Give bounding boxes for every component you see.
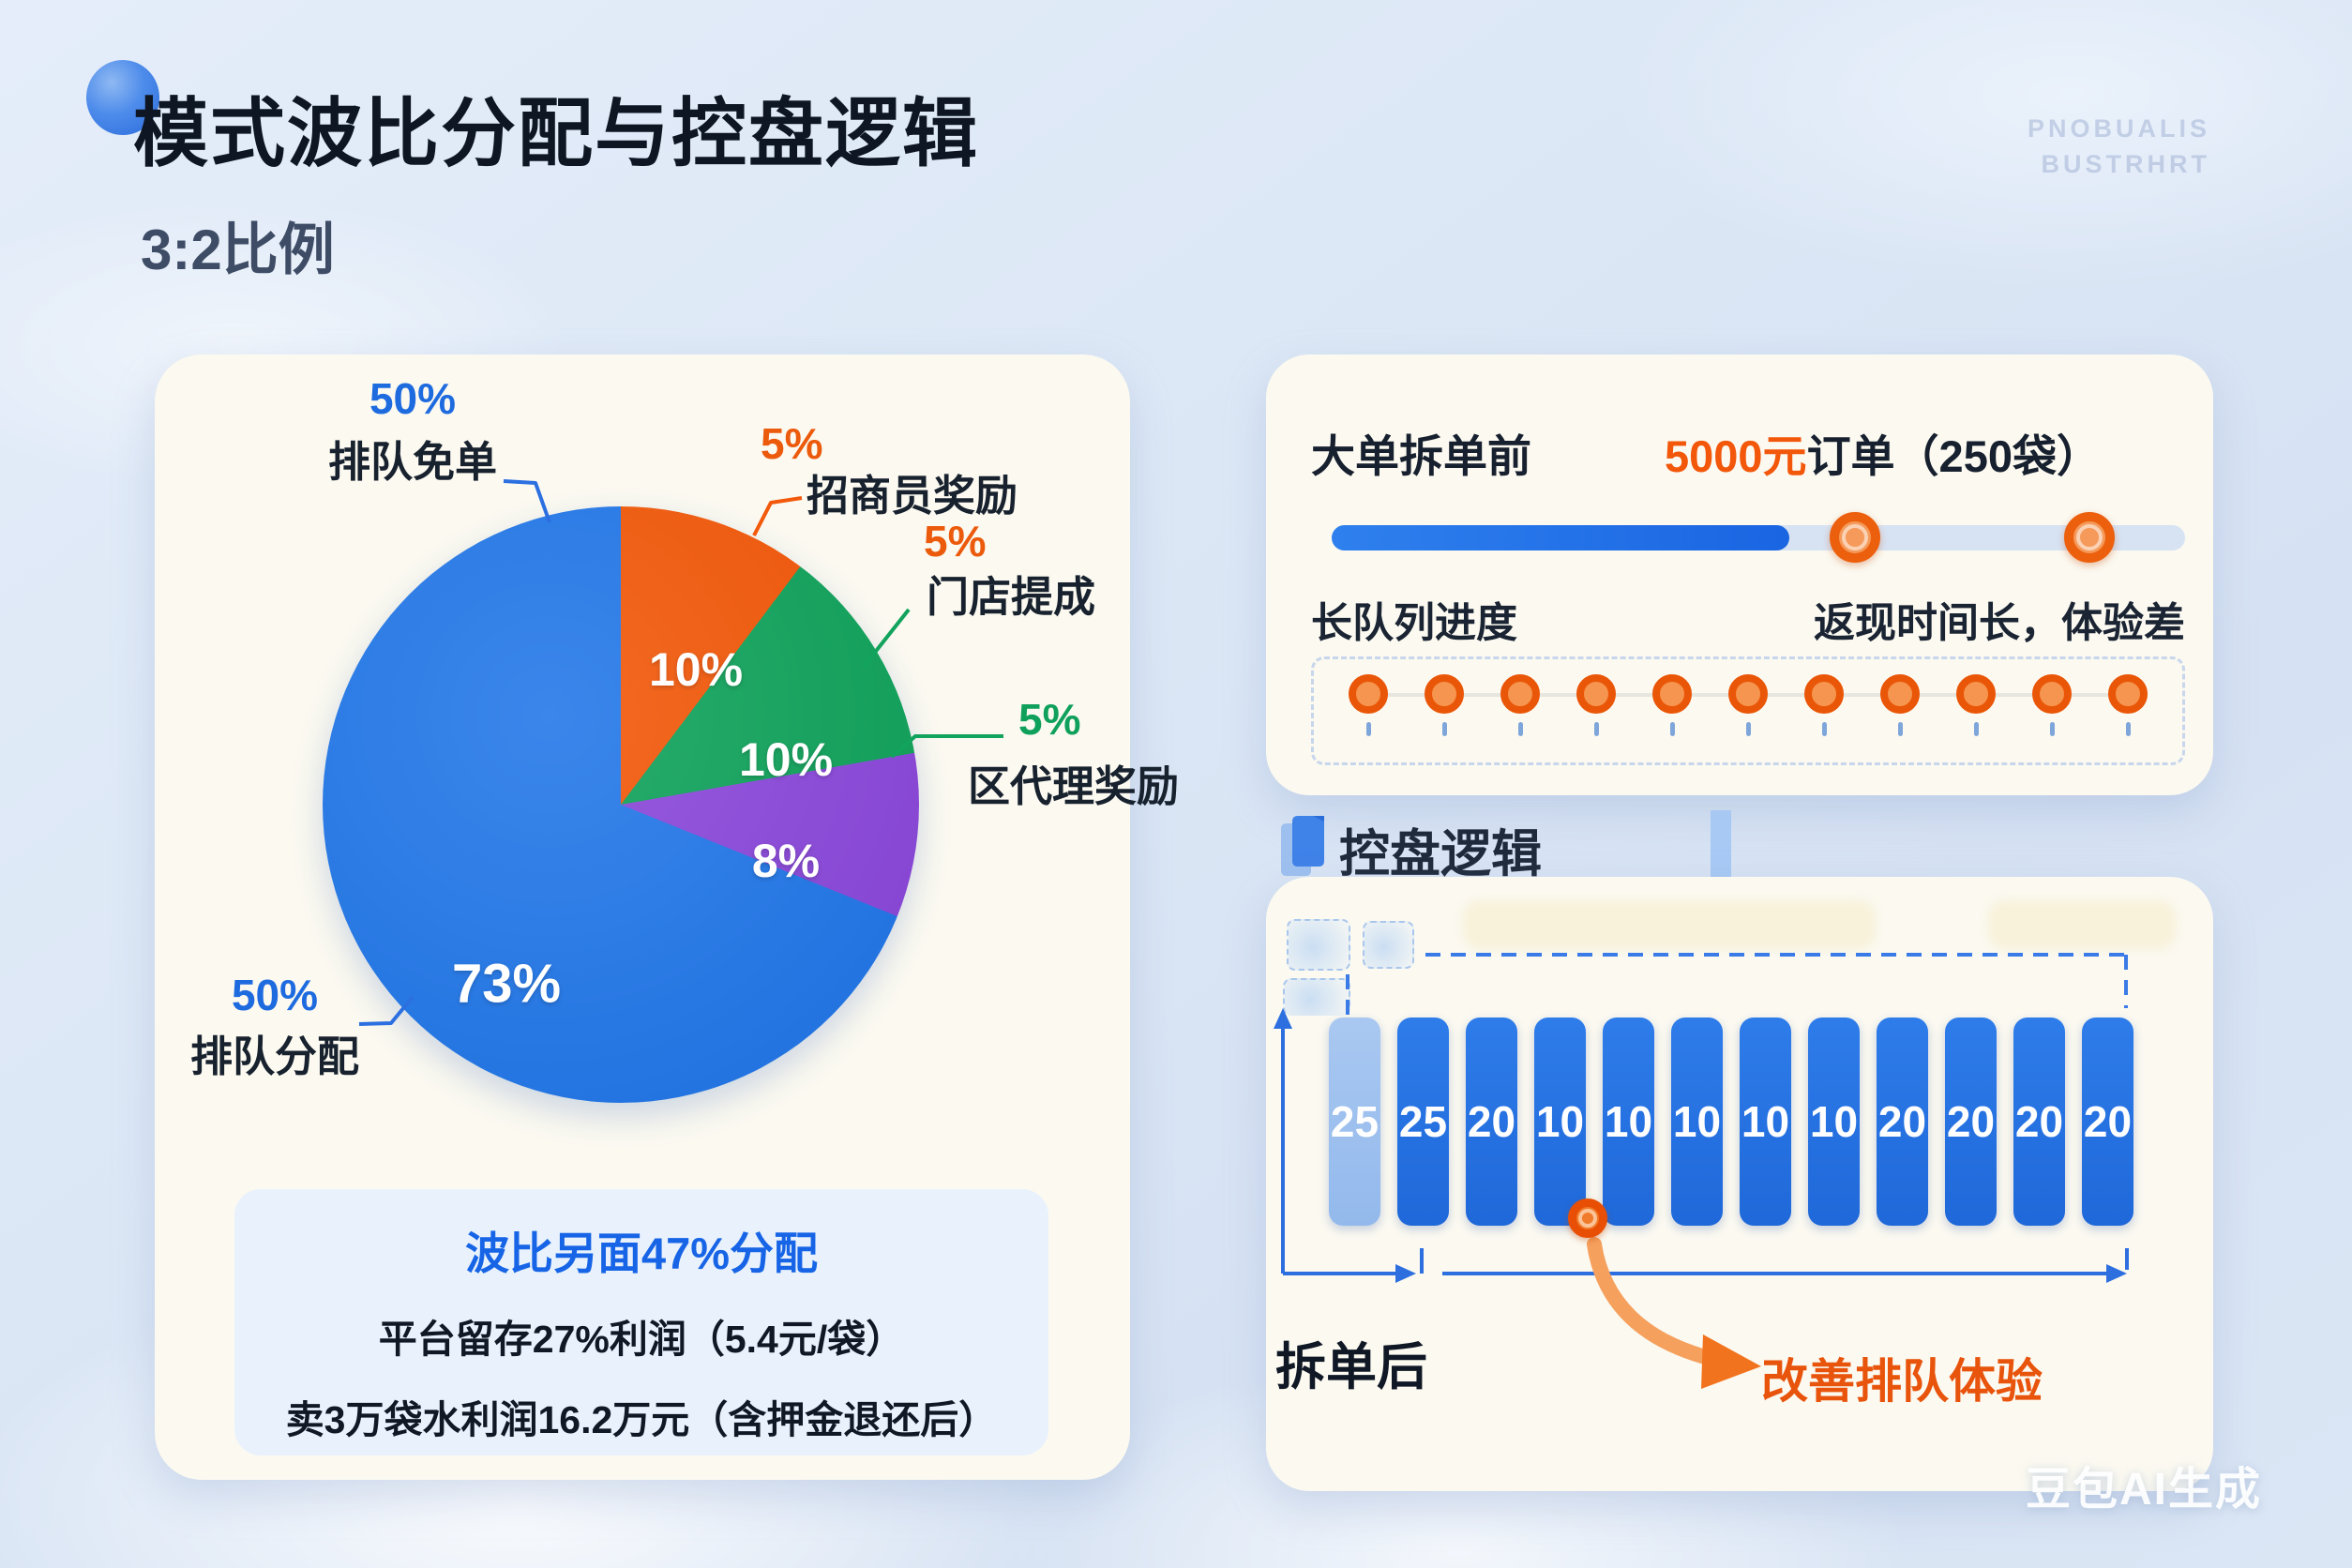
queue-dot-item	[1576, 674, 1617, 736]
queue-bar: 20	[2013, 1018, 2065, 1226]
queue-dot-item	[1727, 674, 1769, 736]
order-label: 5000元订单（250袋）	[1665, 420, 2101, 485]
control-logic-header: 控盘逻辑	[1339, 826, 1542, 882]
callout-agent-percent: 5%	[1018, 695, 1081, 744]
queue-dot-tick	[1973, 722, 1979, 736]
queue-dot-tick	[1897, 722, 1903, 736]
queue-dots-row	[1348, 674, 2148, 736]
corner-watermark: PNOBUALIS BUSTRHRT	[2028, 111, 2210, 182]
callout-recruiter-name: 招商员奖励	[807, 472, 1018, 520]
summary-card: 波比另面47%分配 平台留存27%利润（5.4元/袋） 卖3万袋水利润16.2万…	[234, 1189, 1048, 1455]
queue-dot-icon	[1652, 674, 1692, 714]
order-amount: 5000元	[1665, 431, 1807, 481]
queue-dot-tick	[1745, 722, 1751, 736]
queue-dot-tick	[1441, 722, 1447, 736]
queue-dot-item	[1651, 674, 1693, 736]
ghost-icon-3	[1283, 978, 1350, 1016]
title-accent-dot-icon	[86, 60, 159, 135]
pie-slice-label-purple: 8%	[751, 835, 821, 887]
queue-progress-slider[interactable]	[1332, 512, 2185, 563]
callout-store-percent: 5%	[924, 517, 987, 565]
summary-title: 波比另面47%分配	[464, 1229, 819, 1278]
queue-dot-tick	[1821, 722, 1827, 736]
page-title: 模式波比分配与控盘逻辑	[133, 92, 979, 175]
queue-bar: 10	[1534, 1018, 1586, 1226]
queue-dot-item	[2031, 674, 2073, 736]
queue-bars: 25 25 20 10 10 10 10 10 20 20 20 20	[1329, 1018, 2133, 1226]
queue-dot-tick	[1669, 722, 1675, 736]
post-split-panel: 25 25 20 10 10 10 10 10 20 20 20 20 拆单后 改善排队体验	[1266, 877, 2213, 1491]
queue-dot-item	[1424, 674, 1465, 736]
split-point-marker-icon	[1568, 1199, 1607, 1238]
caption-cashback-slow: 返现时间长，体验差	[1814, 600, 2185, 646]
pie-panel: 10% 10% 8% 73% 50% 排队免单 5% 招商员奖励 5% 门店提成…	[155, 354, 1179, 1480]
page-subtitle: 3:2比例	[141, 219, 335, 281]
queue-dot-item	[1879, 674, 1921, 736]
pie-chart	[323, 506, 919, 1103]
queue-dot-tick	[2049, 722, 2055, 736]
queue-bar: 20	[1877, 1018, 1928, 1226]
pie-slice-label-green: 10%	[738, 733, 834, 786]
caption-queue-progress: 长队列进度	[1311, 600, 1517, 646]
queue-dot-icon	[1576, 674, 1616, 714]
queue-dot-icon	[1804, 674, 1844, 714]
queue-dot-tick	[2125, 722, 2131, 736]
queue-dot-item	[1803, 674, 1845, 736]
pre-split-panel: 大单拆单前 5000元订单（250袋） 长队列进度 返现时间长，体验差	[1266, 354, 2213, 795]
queue-bar: 20	[1945, 1018, 1997, 1226]
pie-slice-label-orange: 10%	[648, 643, 744, 696]
ghost-blob-2	[1988, 900, 2176, 949]
ghost-blob-1	[1463, 900, 1876, 949]
ghost-icon-2	[1363, 921, 1414, 969]
queue-dot-tick	[1517, 722, 1523, 736]
queue-dot-icon	[1956, 674, 1996, 714]
queue-dots-box	[1311, 656, 2185, 765]
callout-recruiter-percent: 5%	[761, 419, 823, 468]
slider-fill	[1332, 525, 1789, 550]
corner-watermark-line1: PNOBUALIS	[2027, 114, 2210, 143]
queue-dot-icon	[1349, 674, 1388, 714]
queue-dot-item	[1348, 674, 1389, 736]
callout-queue-free-percent: 50%	[369, 374, 457, 423]
summary-line1: 平台留存27%利润（5.4元/袋）	[378, 1318, 905, 1361]
queue-dot-item	[1500, 674, 1541, 736]
queue-dot-tick	[1365, 722, 1371, 736]
queue-dot-icon	[1425, 674, 1464, 714]
queue-bar: 25	[1397, 1018, 1449, 1226]
label-after-split: 拆单后	[1275, 1339, 1427, 1395]
slider-knob-1[interactable]	[1830, 512, 1880, 563]
queue-dot-icon	[2108, 674, 2148, 714]
order-rest: 订单（250袋）	[1806, 431, 2101, 481]
queue-bar: 20	[2082, 1018, 2133, 1226]
queue-dot-item	[2107, 674, 2148, 736]
queue-dot-tick	[1593, 722, 1599, 736]
callout-queue-free-name: 排队免单	[327, 438, 497, 486]
pre-split-title: 大单拆单前	[1311, 431, 1531, 481]
ghost-icon-1	[1287, 919, 1350, 971]
callout-store-name: 门店提成	[927, 573, 1096, 621]
queue-dot-item	[1955, 674, 1997, 736]
document-icon	[1281, 816, 1324, 876]
queue-dot-icon	[1500, 674, 1540, 714]
callout-queue-alloc-percent: 50%	[231, 971, 319, 1019]
queue-dot-icon	[1880, 674, 1920, 714]
queue-dot-icon	[2032, 674, 2072, 714]
label-improve-experience: 改善排队体验	[1761, 1355, 2043, 1408]
callout-agent-name: 区代理奖励	[968, 762, 1180, 810]
queue-dot-icon	[1728, 674, 1768, 714]
queue-bar: 10	[1671, 1018, 1723, 1226]
queue-bar: 25	[1329, 1018, 1380, 1226]
queue-bar: 10	[1808, 1018, 1860, 1226]
queue-bar: 10	[1603, 1018, 1654, 1226]
callout-queue-alloc-name: 排队分配	[190, 1033, 360, 1080]
corner-watermark-line2: BUSTRHRT	[2041, 150, 2210, 178]
summary-line2: 卖3万袋水利润16.2万元（含押金退还后）	[285, 1398, 998, 1441]
doubao-ai-watermark: 豆包AI生成	[2026, 1465, 2263, 1515]
pie-slice-label-blue: 73%	[451, 953, 562, 1015]
queue-bar: 20	[1466, 1018, 1517, 1226]
slider-knob-2[interactable]	[2064, 512, 2115, 563]
queue-bar: 10	[1740, 1018, 1791, 1226]
